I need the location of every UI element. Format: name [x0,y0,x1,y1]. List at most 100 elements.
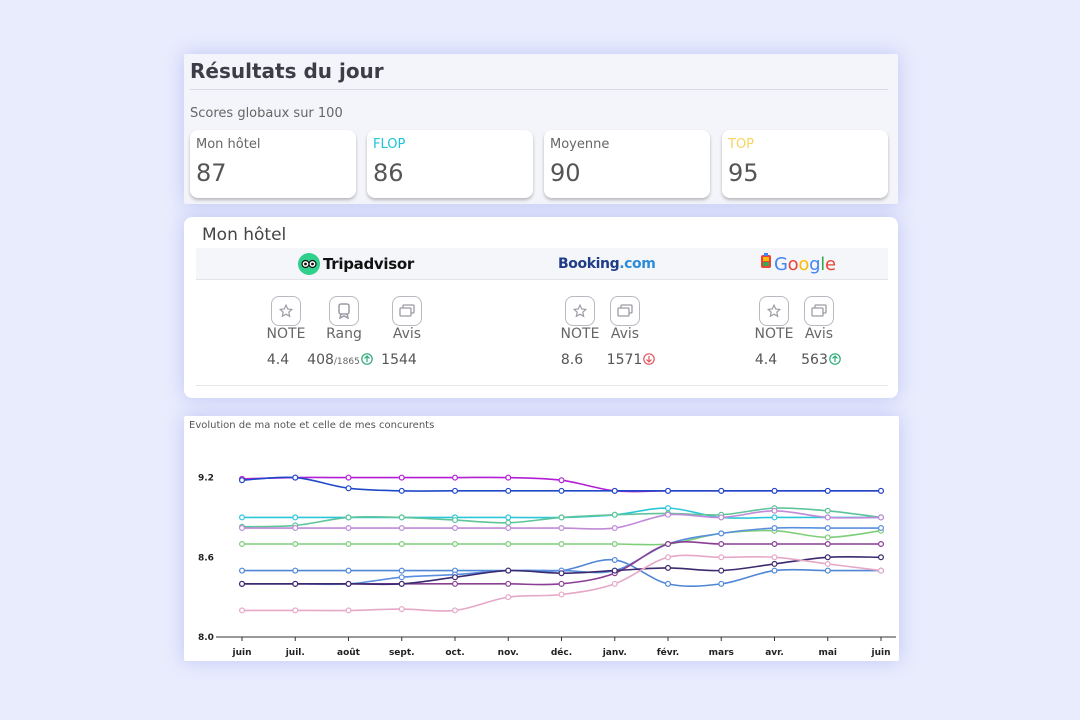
y-tick-label: 8.6 [198,553,214,563]
score-card-value: 87 [196,159,227,187]
x-tick-label: oct. [445,648,464,658]
title-divider [190,89,888,90]
y-tick-label: 8.0 [198,633,214,643]
data-point [452,540,459,547]
data-point [292,474,299,481]
data-point [558,540,565,547]
data-point [505,519,512,526]
booking-reviews-button[interactable] [610,296,640,326]
data-point [824,534,831,541]
data-point [718,540,725,547]
tripadvisor-rank-label: Rang [326,326,362,342]
data-point [452,580,459,587]
data-point [877,567,884,574]
google-note-value: 4.4 [754,352,778,368]
tripadvisor-note-value: 4.4 [266,352,290,368]
data-point [611,556,618,563]
data-point [824,487,831,494]
x-tick-label: avr. [765,648,784,658]
x-tick-label: juin [871,648,891,658]
data-point [824,560,831,567]
x-tick-label: févr. [657,647,679,658]
google-note-label: NOTE [754,326,794,342]
google-logo-text: Google [774,253,836,275]
data-point [824,540,831,547]
data-point [398,540,405,547]
data-point [398,514,405,521]
x-tick-label: juil. [285,648,305,658]
google-reviews-button[interactable] [804,296,834,326]
data-point [558,525,565,532]
reviews-icon [399,304,415,317]
y-tick-label: 9.2 [198,474,214,484]
data-point [771,525,778,532]
booking-logo: Booking .com [558,253,656,275]
score-card-label: FLOP [373,137,406,152]
data-point [398,606,405,613]
data-point [398,574,405,581]
reviews-icon [811,304,827,317]
data-point [718,530,725,537]
data-point [452,607,459,614]
data-point [558,570,565,577]
data-point [398,580,405,587]
data-point [505,487,512,494]
reviews-icon [617,304,633,317]
data-point [238,567,245,574]
data-point [877,540,884,547]
tripadvisor-rank-button[interactable] [329,296,359,326]
score-card-label: Moyenne [550,137,610,152]
data-point [345,485,352,492]
data-point [505,525,512,532]
data-point [824,567,831,574]
data-point [345,567,352,574]
data-point [611,580,618,587]
data-point [238,477,245,484]
data-point [292,607,299,614]
score-card-average: Moyenne 90 [544,130,710,198]
data-point [398,525,405,532]
tripadvisor-logo-text: Tripadvisor [323,255,414,273]
data-point [292,525,299,532]
tripadvisor-note-button[interactable] [271,296,301,326]
data-point [877,525,884,532]
data-point [238,607,245,614]
google-reviews-label: Avis [804,326,834,342]
data-point [611,525,618,532]
data-point [558,580,565,587]
google-note-button[interactable] [759,296,789,326]
data-point [398,567,405,574]
rank-total: /1865 [333,357,360,367]
data-point [398,474,405,481]
data-point [824,514,831,521]
data-point [665,554,672,561]
data-point [824,554,831,561]
data-point [452,525,459,532]
score-card-flop: FLOP 86 [367,130,533,198]
rank-number: 408 [307,352,334,368]
score-card-label: Mon hôtel [196,137,261,152]
booking-logo-dot: .com [619,256,656,272]
data-point [718,514,725,521]
reviews-number: 1571 [606,352,643,368]
data-point [238,580,245,587]
tripadvisor-logo: Tripadvisor [298,253,414,275]
x-tick-label: nov. [498,648,519,658]
data-point [238,514,245,521]
tripadvisor-reviews-button[interactable] [392,296,422,326]
data-point [345,514,352,521]
data-point [505,594,512,601]
booking-note-button[interactable] [565,296,595,326]
reviews-number: 563 [801,352,828,368]
data-point [505,474,512,481]
data-point [771,514,778,521]
booking-reviews-label: Avis [610,326,640,342]
booking-note-value: 8.6 [560,352,584,368]
data-point [877,487,884,494]
data-point [771,540,778,547]
data-point [452,517,459,524]
booking-reviews-value: 1571 [596,352,666,368]
data-point [292,540,299,547]
data-point [665,511,672,518]
data-point [611,511,618,518]
